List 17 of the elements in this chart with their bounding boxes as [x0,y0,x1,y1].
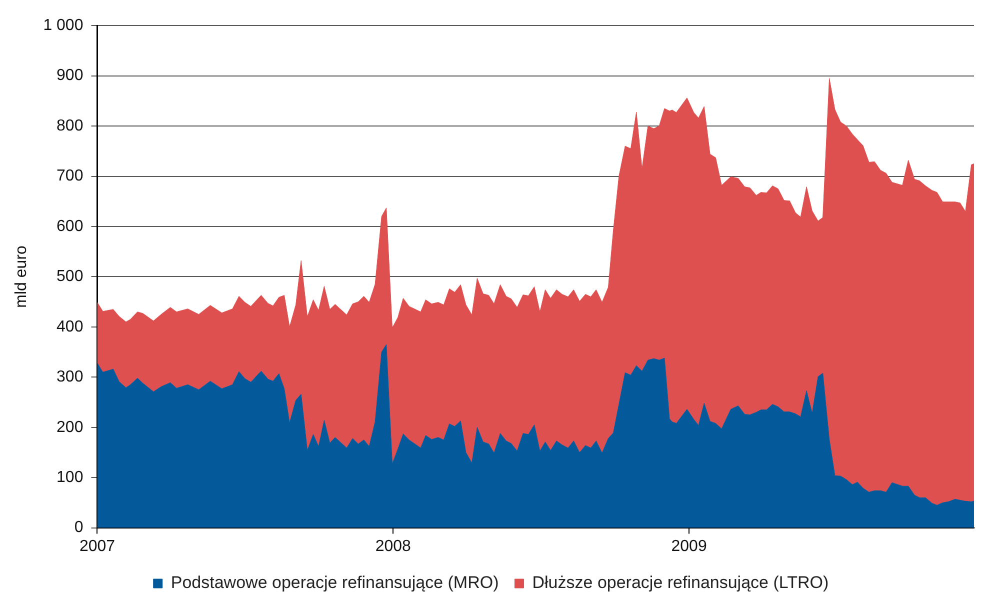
x-tick-label: 2007 [79,538,116,555]
y-tick-label: 700 [56,168,84,185]
y-tick-label: 500 [56,268,84,286]
y-axis-title: mld euro [13,245,30,308]
y-tick-label: 100 [56,468,84,486]
y-tick-label: 200 [56,418,84,436]
y-tick-label: 900 [56,67,84,84]
x-tick-label: 2008 [375,538,412,555]
y-tick-label: 600 [56,218,84,235]
y-tick-label: 800 [56,117,84,134]
y-tick-label: 0 [74,519,84,536]
legend-label: Dłuższe operacje refinansujące (LTRO) [532,573,829,592]
y-tick-label: 400 [56,318,84,336]
legend-label: Podstawowe operacje refinansujące (MRO) [170,573,499,592]
y-tick-label: 300 [56,368,84,386]
y-tick-label: 1 000 [43,17,84,34]
x-tick-label: 2009 [671,538,707,555]
